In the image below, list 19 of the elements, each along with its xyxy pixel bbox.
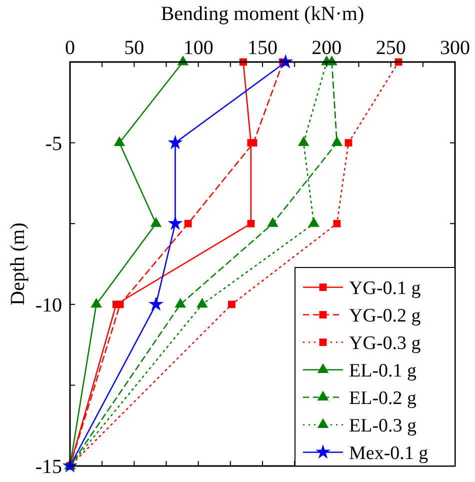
y-axis-title: Depth (m) [7,222,29,306]
x-tick-label: 100 [183,37,214,59]
x-axis-title: Bending moment (kN·m) [160,3,364,25]
x-tick-label: 250 [376,37,406,59]
y-tick-label: -15 [35,456,62,478]
y-tick-label: -10 [35,294,62,316]
x-tick-label: 200 [312,37,342,59]
x-tick-label: 0 [65,37,75,59]
legend-label: EL-0.2 g [349,388,418,409]
legend-label: Mex-0.1 g [349,442,429,464]
x-tick-label: 300 [440,37,470,59]
x-tick-label: 50 [124,37,144,59]
legend-label: YG-0.3 g [349,332,422,354]
legend-label: YG-0.1 g [349,278,422,299]
y-tick-label: -5 [45,132,62,155]
legend-label: YG-0.2 g [349,305,422,326]
x-tick-label: 150 [248,37,278,59]
legend-label: EL-0.1 g [349,360,418,382]
legend-label: EL-0.3 g [349,415,418,436]
